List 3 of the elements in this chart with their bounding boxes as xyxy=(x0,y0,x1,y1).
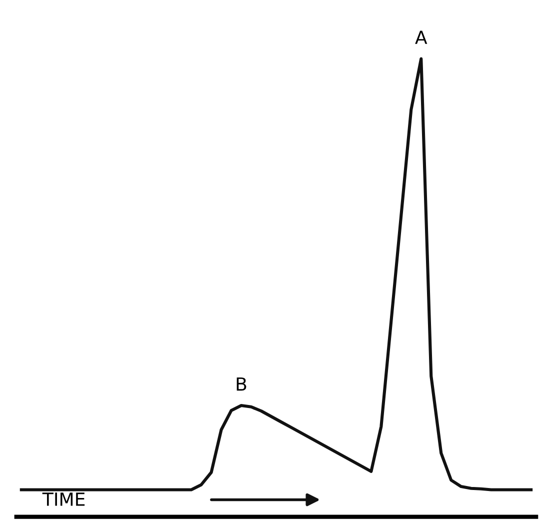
annotation: A xyxy=(415,30,428,44)
annotation: B xyxy=(236,377,246,391)
x-axis-title: TIME xyxy=(42,492,85,506)
